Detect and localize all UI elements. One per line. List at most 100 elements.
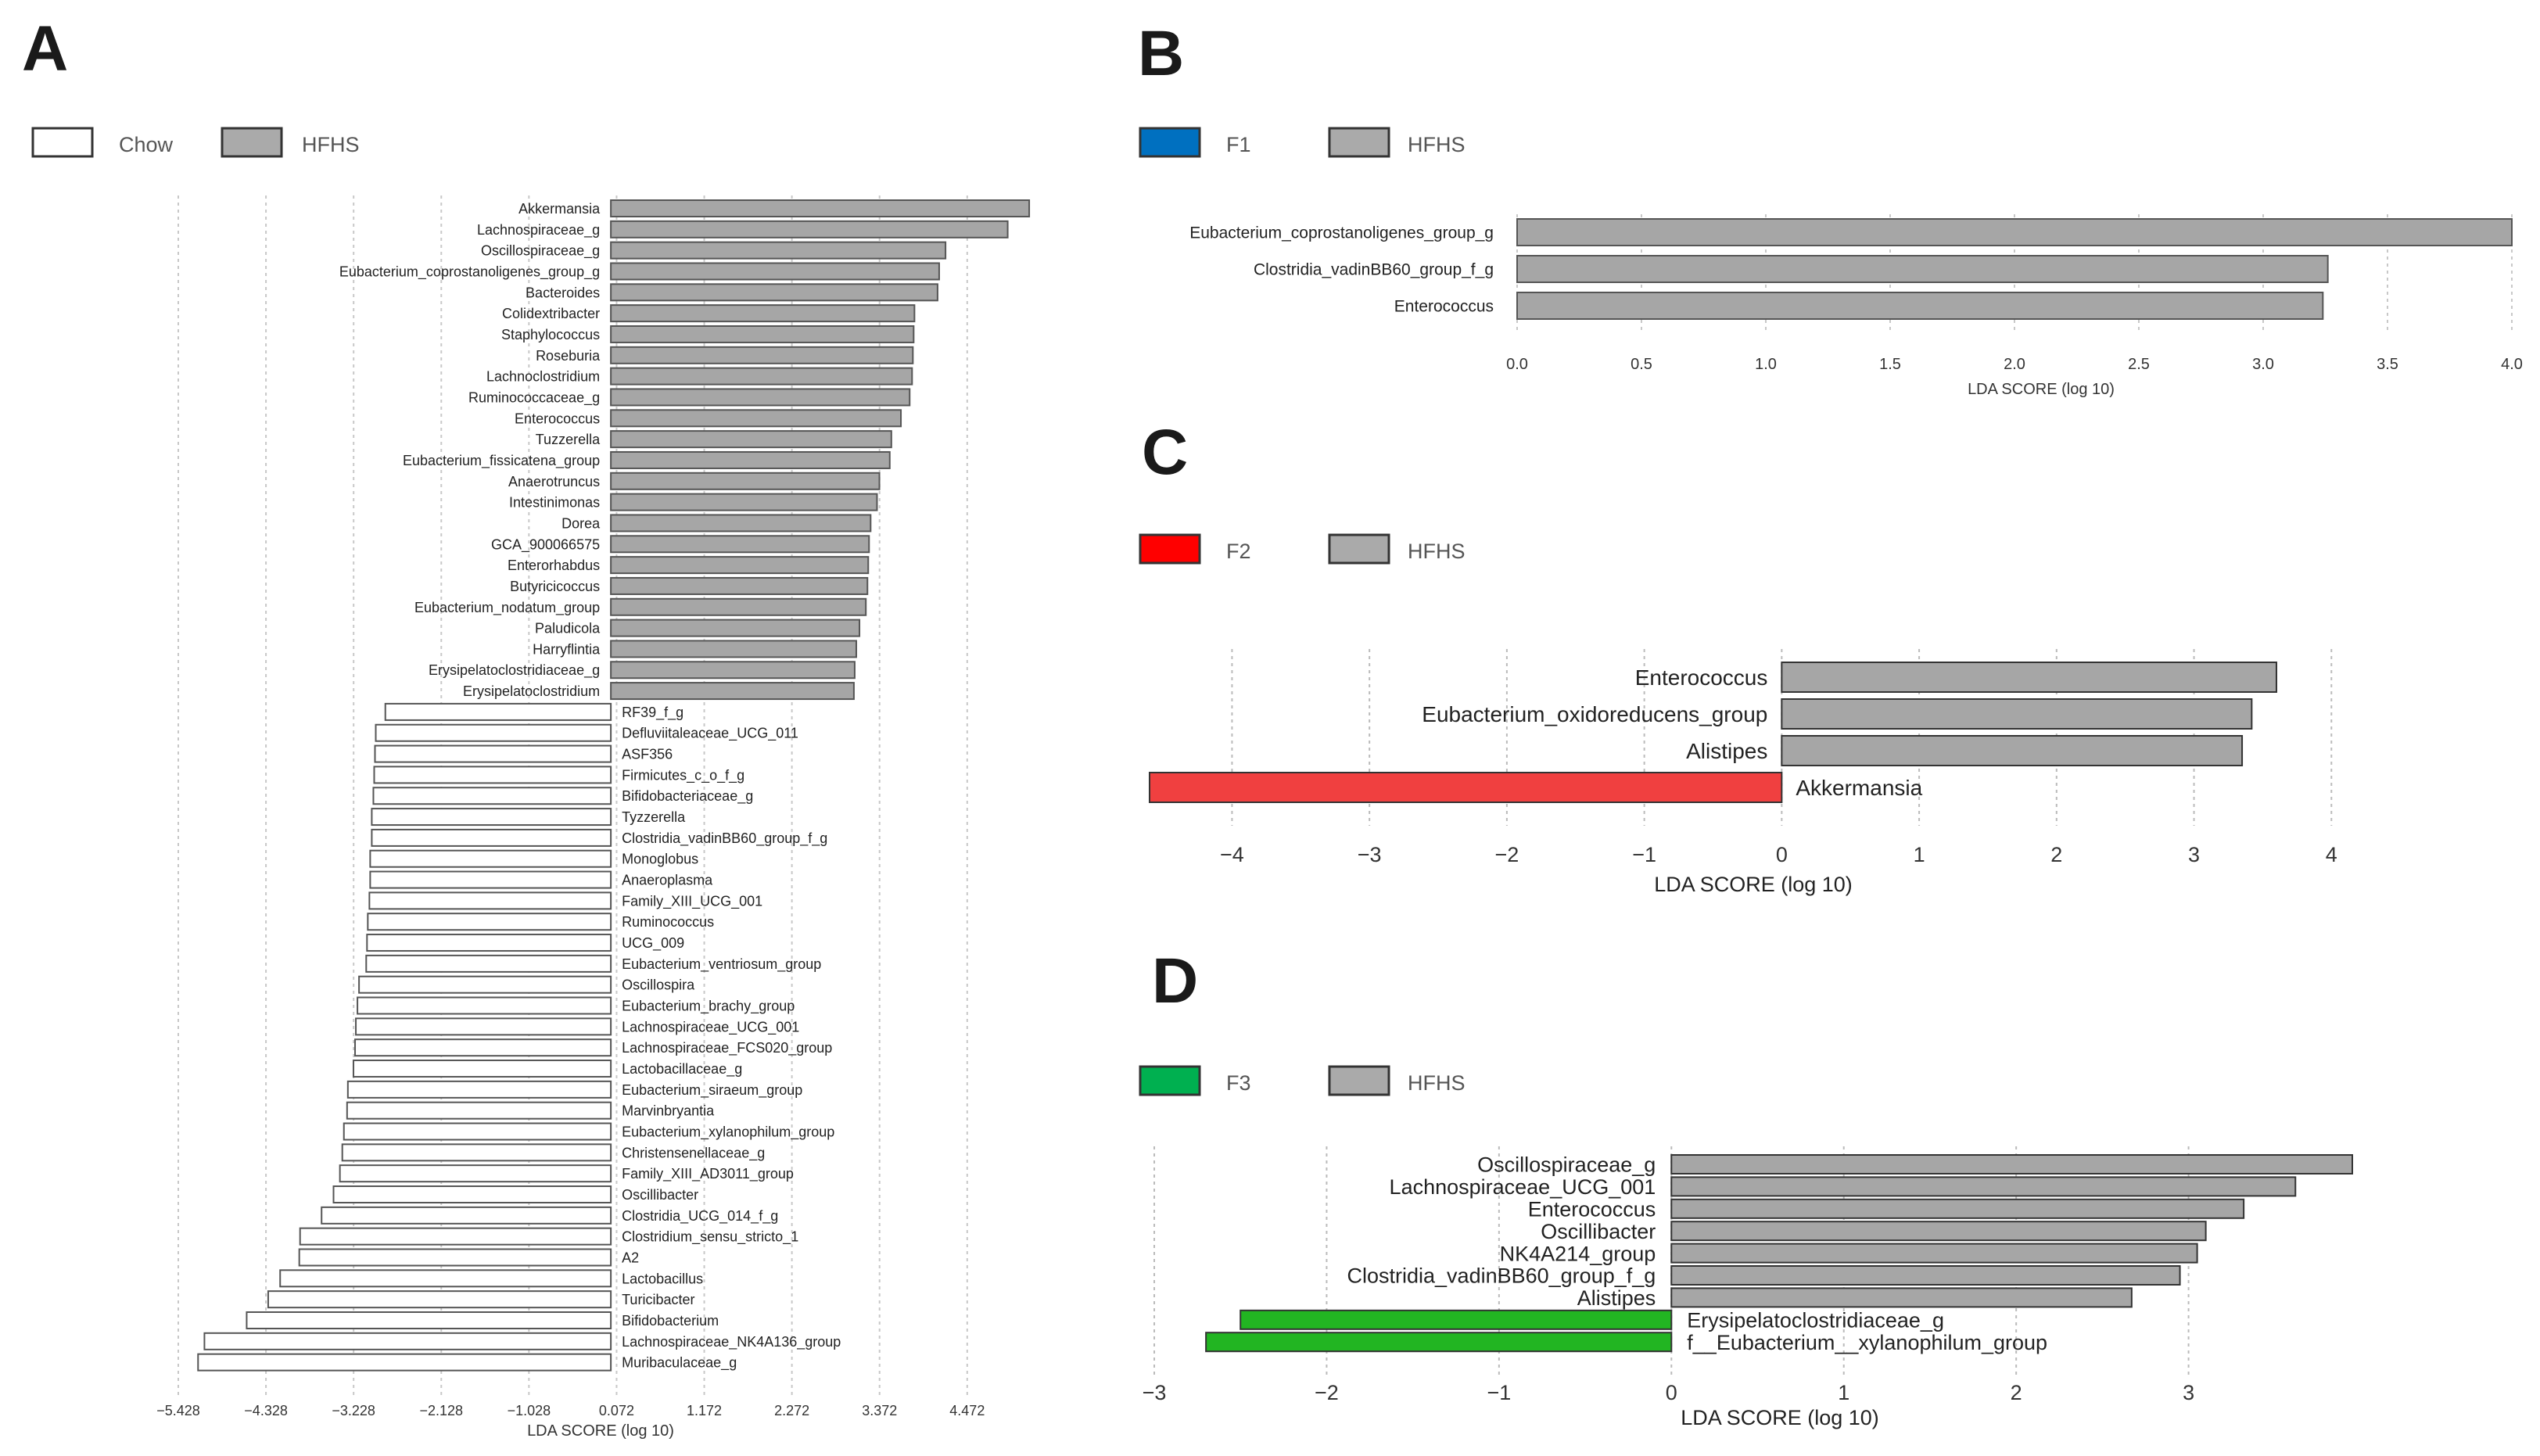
category-label-a-erysipelatoclostridium: Erysipelatoclostridium [463,683,600,699]
legend-b-swatch-2 [1328,127,1390,158]
bar-a-roseburia [610,346,914,364]
category-label-a-oscillospira: Oscillospira [622,977,695,993]
bar-a-oscillospira [358,975,612,994]
category-label-a-turicibacter: Turicibacter [622,1292,694,1307]
bar-a-bifidobacterium [246,1311,612,1329]
category-label-d-nk4a214-group: NK4A214_group [1500,1242,1656,1265]
bar-a-rf39-f-g [384,702,612,721]
category-label-a-bacteroides: Bacteroides [526,285,600,300]
category-label-d-oscillibacter: Oscillibacter [1541,1220,1656,1243]
category-label-a-eubacterium-coprostanoligenes-group-g: Eubacterium_coprostanoligenes_group_g [339,264,600,280]
tick-label-d-5: 1 [1838,1381,1849,1404]
legend-b-label-1: F1 [1226,133,1251,156]
bar-d-clostridia-vadinbb60-group-f-g [1670,1265,2181,1286]
category-label-a-rf39-f-g: RF39_f_g [622,705,683,721]
bar-a-harryflintia [610,640,857,658]
legend-d-swatch-1 [1139,1065,1201,1096]
bar-a-clostridium-sensu-stricto-1 [299,1227,612,1246]
tick-label-b-3: 1.0 [1755,356,1777,373]
bar-a-oscillospiraceae-g [610,241,947,260]
tick-label-d-7: 3 [2183,1381,2194,1404]
bars-b [1516,218,2513,320]
bar-a-staphylococcus [610,325,915,343]
bar-d-lachnospiraceae-ucg-001 [1670,1176,2297,1197]
tick-label-c-5: 0 [1776,843,1788,866]
tick-labels-c: −4 −3 −2 −1 0 1 2 3 4 [1220,843,2337,866]
category-label-a-enterococcus: Enterococcus [515,411,600,426]
category-label-b-eubacterium-coprostanoligenes-group-g: Eubacterium_coprostanoligenes_group_g [1189,224,1494,242]
bar-d-nk4a214-group [1670,1243,2198,1264]
legend-c-swatch-2 [1328,533,1390,565]
category-label-a-christensenellaceae-g: Christensenellaceae_g [622,1145,765,1161]
bar-a-lachnospiraceae-ucg-001 [355,1017,612,1036]
tick-label-b-1: 0.0 [1506,356,1528,373]
bar-a-gca-900066575 [610,535,870,554]
category-label-a-eubacterium-siraeum-group: Eubacterium_siraeum_group [622,1082,802,1099]
bar-a-tyzzerella [371,808,612,827]
tick-label-a-5: −1.028 [508,1403,551,1418]
category-label-a-bifidobacterium: Bifidobacterium [622,1313,719,1329]
bar-a-marvinbryantia [346,1101,612,1120]
bar-c-alistipes [1781,735,2244,766]
category-label-a-lactobacillus: Lactobacillus [622,1271,703,1286]
legend-b-swatch-1 [1139,127,1201,158]
bar-d-enterococcus [1670,1198,2245,1219]
category-label-a-family-xiii-ucg-001: Family_XIII_UCG_001 [622,893,762,909]
bar-a-clostridia-ucg-014-f-g [321,1206,612,1225]
category-label-a-eubacterium-ventriosum-group: Eubacterium_ventriosum_group [622,956,821,973]
category-label-a-oscillibacter: Oscillibacter [622,1187,698,1203]
category-label-c-akkermansia: Akkermansia [1796,776,1922,800]
bar-a-monoglobus [369,849,612,868]
category-labels-a: Akkermansia Lachnospiraceae_g Oscillospira… [339,201,841,1372]
bar-a-eubacterium-fissicatena-group [610,450,891,469]
legend-a-label-2: HFHS [302,133,360,156]
bar-a-ruminococcus [367,913,612,931]
legend-a-swatch-1 [31,127,94,158]
tick-label-c-3: −2 [1495,843,1519,866]
tick-label-d-2: −2 [1315,1381,1339,1404]
bar-a-anaeroplasma [369,870,612,889]
bar-a-bifidobacteriaceae-g [372,787,612,805]
bar-b-eubacterium-coprostanoligenes-group-g [1516,218,2513,246]
bar-a-tuzzerella [610,430,892,449]
tick-label-a-10: 4.472 [949,1403,985,1418]
tick-labels-d: −3 −2 −1 0 1 2 3 [1143,1381,2195,1404]
bar-a-family-xiii-ad3011-group [339,1164,612,1183]
panel-c: C F2 HFHS Enterococcus Eubacterium_oxidor… [1139,417,2337,896]
category-label-d-clostridia-vadinbb60-group-f-g: Clostridia_vadinBB60_group_f_g [1347,1264,1656,1288]
bar-a-eubacterium-coprostanoligenes-group-g [610,262,940,281]
tick-label-a-8: 2.272 [774,1403,809,1418]
bar-c-enterococcus [1781,662,2277,693]
category-label-a-oscillospiraceae-g: Oscillospiraceae_g [481,243,600,260]
tick-label-a-7: 1.172 [687,1403,722,1418]
category-label-a-marvinbryantia: Marvinbryantia [622,1103,715,1119]
category-labels-c: Enterococcus Eubacterium_oxidoreducens_gr… [1422,665,1922,800]
bar-a-christensenellaceae-g [341,1143,612,1162]
category-label-a-clostridia-vadinbb60-group-f-g: Clostridia_vadinBB60_group_f_g [622,830,827,847]
bar-a-family-xiii-ucg-001 [368,891,612,910]
category-label-a-roseburia: Roseburia [536,348,601,364]
category-label-a-eubacterium-fissicatena-group: Eubacterium_fissicatena_group [403,453,600,469]
bar-a-lachnospiraceae-g [610,220,1009,238]
category-label-a-anaerotruncus: Anaerotruncus [508,474,600,490]
category-label-c-alistipes: Alistipes [1686,739,1767,763]
tick-label-c-8: 3 [2188,843,2200,866]
tick-label-a-2: −4.328 [244,1403,288,1418]
category-label-a-clostridia-ucg-014-f-g: Clostridia_UCG_014_f_g [622,1208,778,1225]
legend-c-label-1: F2 [1226,540,1251,563]
tick-label-a-9: 3.372 [862,1403,897,1418]
bar-a-ruminococcaceae-g [610,388,911,407]
category-label-a-harryflintia: Harryflintia [533,641,601,657]
bar-c-akkermansia [1149,772,1783,803]
bar-a-enterococcus [610,409,902,428]
bar-a-eubacterium-siraeum-group [346,1080,612,1099]
category-label-a-paludicola: Paludicola [535,621,601,637]
x-axis-title-c: LDA SCORE (log 10) [1654,873,1853,896]
category-label-a-monoglobus: Monoglobus [622,852,698,867]
bar-c-eubacterium-oxidoreducens-group [1781,698,2253,730]
tick-label-b-9: 4.0 [2501,356,2523,373]
panel-a: A Chow HFHS Akkermansia Lachnospiraceae_g… [22,13,1031,1440]
bar-a-eubacterium-ventriosum-group [365,954,612,973]
bar-a-akkermansia [610,199,1031,217]
